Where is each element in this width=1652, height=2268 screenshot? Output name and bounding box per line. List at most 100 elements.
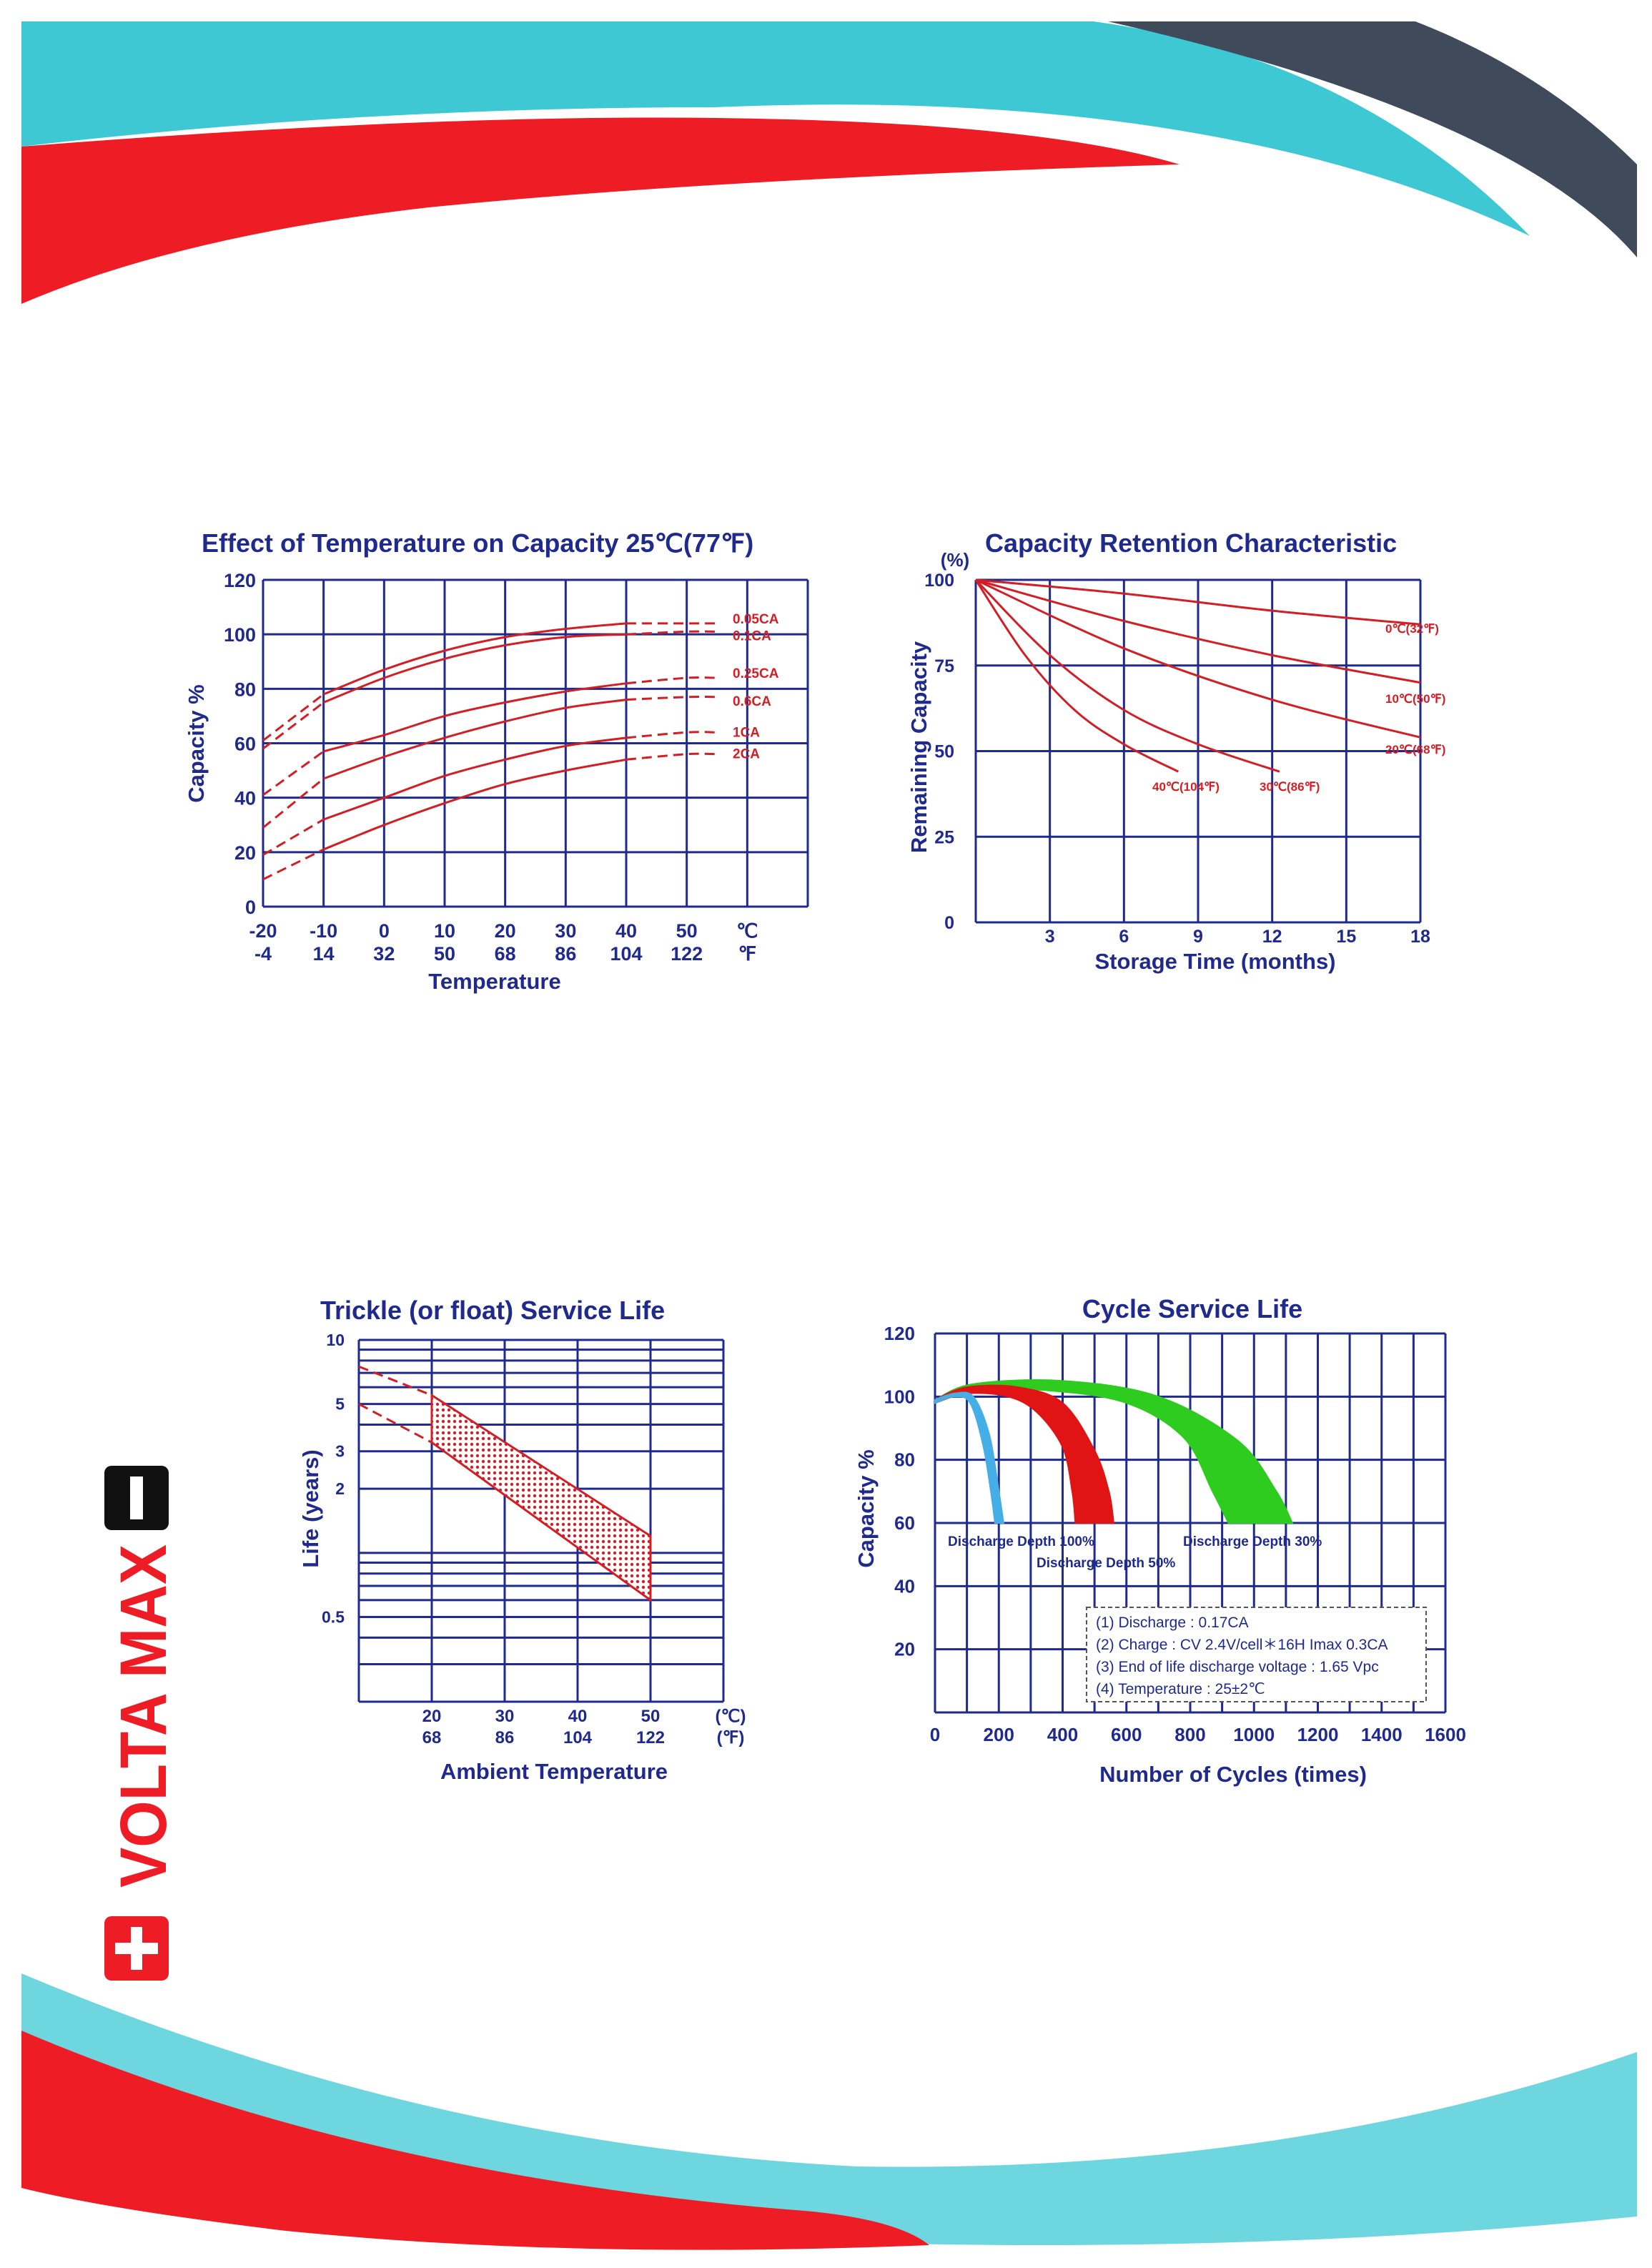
- series-line: [323, 622, 627, 696]
- x-tick-label-f: 122: [636, 1728, 665, 1747]
- y-tick-label: 0: [944, 913, 954, 933]
- x-tick-label: 18: [1410, 927, 1430, 947]
- y-tick-label: 40: [234, 788, 256, 809]
- brand-logo: VOLTA MAX: [104, 1466, 179, 1981]
- series-label: 0.6CA: [733, 694, 771, 709]
- series-line-dashed-start: [262, 750, 325, 797]
- series-line-dashed-end: [625, 752, 718, 761]
- series-line-dashed-start: [262, 777, 325, 829]
- x-tick-label-c: 30: [555, 920, 576, 942]
- cycle-area: [934, 1384, 1115, 1524]
- x-tick-label-f: 68: [422, 1728, 442, 1747]
- x-tick-label: 800: [1174, 1724, 1205, 1745]
- x-tick-label-c: -20: [249, 920, 277, 942]
- series-line-dashed-start: [262, 693, 325, 741]
- series-label: 1CA: [733, 725, 760, 740]
- series-label: 0℃(32℉): [1385, 622, 1439, 636]
- y-tick-label: 60: [234, 734, 256, 755]
- x-tick-label: 600: [1111, 1724, 1142, 1745]
- series-line: [975, 578, 1421, 626]
- x-tick-label-c: 50: [641, 1707, 661, 1726]
- x-tick-label: 1600: [1425, 1724, 1466, 1745]
- series-line: [974, 579, 1179, 773]
- note-line: (1) Discharge : 0.17CA: [1096, 1614, 1249, 1631]
- extrapolation-lower: [358, 1403, 432, 1444]
- header-cyan-band: [21, 21, 1530, 236]
- series-line: [323, 699, 627, 780]
- x-tick-label: 1000: [1233, 1724, 1275, 1745]
- series-label: 30℃(86℉): [1260, 780, 1320, 794]
- cycle-area: [934, 1379, 1294, 1524]
- x-tick-label: 3: [1045, 927, 1055, 947]
- note-line: (4) Temperature : 25±2℃: [1096, 1681, 1265, 1697]
- series-label: 10℃(50℉): [1385, 692, 1445, 706]
- note-line: (2) Charge : CV 2.4V/cell＊16H Imax 0.3CA: [1096, 1637, 1388, 1653]
- x-axis-label: Ambient Temperature: [440, 1759, 668, 1784]
- y-tick-label: 100: [924, 571, 954, 591]
- x-tick-label-f: 50: [434, 943, 455, 965]
- y-axis-label: Capacity %: [854, 1449, 879, 1567]
- x-tick-label-c: 50: [676, 920, 698, 942]
- x-unit-c: (℃): [716, 1707, 746, 1726]
- series-line-dashed-start: [262, 818, 325, 856]
- series-line: [323, 736, 627, 821]
- series-line-dashed-start: [262, 848, 325, 881]
- y-tick-label: 75: [934, 656, 954, 676]
- chart-title: Cycle Service Life: [1082, 1294, 1302, 1323]
- x-tick-label-f: 122: [671, 943, 703, 965]
- x-axis-label: Storage Time (months): [1094, 949, 1335, 974]
- series-line: [974, 578, 1280, 773]
- header-slate-band: [1108, 21, 1637, 257]
- x-unit-f: ℉: [738, 943, 756, 965]
- header-red-band: [21, 117, 1179, 304]
- x-tick-label: 9: [1193, 927, 1203, 947]
- x-tick-label-f: 104: [610, 943, 642, 965]
- y-tick-label: 50: [934, 742, 954, 762]
- x-tick-label-f: 32: [373, 943, 395, 965]
- y-tick-label: 120: [884, 1323, 915, 1344]
- y-tick-label: 60: [894, 1512, 915, 1534]
- logo-text: VOLTA MAX: [107, 1544, 179, 1888]
- x-tick-label-c: 40: [615, 920, 637, 942]
- y-axis-label: Capacity %: [184, 684, 209, 802]
- series-line: [323, 758, 627, 851]
- y-tick-label: 10: [326, 1331, 345, 1349]
- y-tick-label: 100: [884, 1386, 915, 1407]
- x-tick-label-c: 0: [379, 920, 390, 942]
- x-tick-label-f: 14: [313, 943, 335, 965]
- y-tick-label: 80: [894, 1449, 915, 1471]
- chart-title: Trickle (or float) Service Life: [320, 1296, 665, 1325]
- y-tick-label: 40: [894, 1575, 915, 1597]
- chart-title: Effect of Temperature on Capacity 25℃(77…: [202, 528, 753, 558]
- series-label: 0.1CA: [733, 628, 771, 644]
- y-axis-label: Life (years): [298, 1449, 323, 1567]
- x-tick-label-f: 86: [495, 1728, 515, 1747]
- note-line: (3) End of life discharge voltage : 1.65…: [1096, 1659, 1379, 1675]
- y-unit-label: (%): [941, 549, 969, 571]
- series-label: 0.05CA: [733, 612, 779, 627]
- series-line-dashed-start: [262, 701, 325, 750]
- y-axis-label: Remaining Capacity: [906, 641, 931, 853]
- series-label: Discharge Depth 100%: [948, 1534, 1094, 1549]
- y-tick-label: 2: [335, 1479, 345, 1498]
- x-tick-label: 200: [984, 1724, 1014, 1745]
- x-tick-label-c: 30: [495, 1707, 515, 1726]
- y-tick-label: 0.5: [322, 1607, 345, 1626]
- x-tick-label: 15: [1336, 927, 1356, 947]
- x-tick-label: 0: [930, 1724, 940, 1745]
- series-label: Discharge Depth 50%: [1037, 1556, 1175, 1571]
- series-label: 0.25CA: [733, 666, 779, 681]
- x-tick-label-f: 86: [555, 943, 576, 965]
- x-tick-label-f: 104: [563, 1728, 593, 1747]
- series-label: 20℃(68℉): [1385, 743, 1445, 756]
- series-line-dashed-end: [625, 676, 718, 685]
- cycle-area: [934, 1391, 1005, 1524]
- y-tick-label: 3: [335, 1442, 345, 1461]
- x-tick-label: 6: [1119, 927, 1129, 947]
- notes-box: [1086, 1607, 1427, 1702]
- footer-red-band: [21, 2031, 929, 2250]
- y-tick-label: 25: [934, 827, 954, 847]
